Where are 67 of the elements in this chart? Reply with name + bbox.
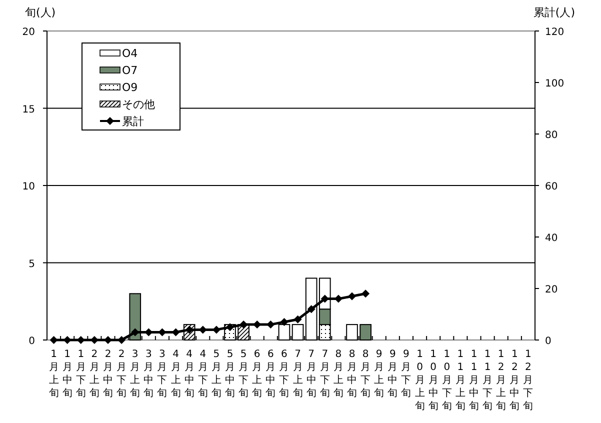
- y-tick-label: 0: [28, 336, 35, 347]
- y-tick-label: 15: [22, 104, 35, 116]
- x-tick-label: 5月中旬: [225, 349, 235, 399]
- legend-label: その他: [122, 98, 155, 111]
- x-tick-label: 6月下旬: [279, 349, 290, 399]
- point: [63, 336, 72, 344]
- y2-tick-label: 0: [545, 336, 552, 347]
- x-tick-label: 10月上旬: [414, 349, 425, 412]
- legend-label: O4: [122, 47, 138, 60]
- y-tick-label: 5: [28, 258, 35, 270]
- legend-label: O7: [122, 64, 138, 77]
- y2-tick-label: 20: [545, 284, 558, 296]
- x-tick-label: 1月中旬: [62, 349, 72, 399]
- x-tick-label: 10月下旬: [442, 349, 452, 412]
- x-tick-label: 11月上旬: [455, 349, 466, 412]
- point: [50, 336, 58, 344]
- y-tick-label: 20: [22, 27, 35, 38]
- x-tick-label: 11月下旬: [482, 349, 493, 412]
- point: [118, 336, 126, 344]
- x-tick-label: 3月中旬: [144, 349, 154, 399]
- y-axis-title: 旬(人): [25, 6, 56, 19]
- y2-tick-label: 100: [545, 78, 564, 90]
- x-tick-label: 2月中旬: [103, 349, 113, 399]
- x-tick-label: 12月中旬: [510, 349, 520, 412]
- x-tick-label: 4月下旬: [198, 349, 208, 399]
- x-tick-label: 7月中旬: [306, 349, 316, 399]
- point: [280, 318, 288, 326]
- y2-tick-label: 120: [545, 27, 564, 38]
- y-tick-label: 10: [22, 182, 35, 192]
- point: [307, 305, 316, 314]
- point: [294, 315, 302, 324]
- x-tick-label: 6月上旬: [252, 349, 262, 399]
- x-tick-label: 2月下旬: [116, 349, 127, 399]
- y2-tick-label: 40: [545, 233, 558, 244]
- x-tick-label: 9月中旬: [388, 349, 398, 399]
- legend-label: O9: [122, 81, 138, 94]
- y2-tick-label: 80: [545, 130, 558, 141]
- x-tick-label: 8月中旬: [347, 349, 357, 399]
- x-tick-label: 12月下旬: [523, 349, 534, 412]
- y2-tick-label: 60: [545, 182, 558, 192]
- x-tick-label: 1月上旬: [48, 349, 59, 399]
- point: [362, 290, 370, 298]
- point: [226, 323, 234, 332]
- x-tick-label: 2月上旬: [89, 349, 100, 399]
- x-tick-label: 5月下旬: [238, 349, 249, 399]
- point: [104, 336, 112, 344]
- x-tick-label: 4月上旬: [170, 349, 181, 399]
- x-tick-label: 3月上旬: [130, 349, 140, 399]
- x-tick-label: 10月中旬: [428, 349, 438, 412]
- y2-axis-title: 累計(人): [533, 6, 575, 19]
- x-tick-label: 3月下旬: [157, 349, 168, 399]
- x-tick-label: 11月中旬: [469, 349, 479, 412]
- point: [320, 294, 329, 303]
- point: [266, 320, 275, 329]
- x-tick-label: 9月下旬: [401, 349, 412, 399]
- x-tick-label: 4月中旬: [184, 349, 194, 399]
- legend-label: 累計: [122, 115, 144, 128]
- x-tick-label: 5月上旬: [211, 349, 222, 399]
- x-tick-label: 8月上旬: [333, 349, 344, 399]
- x-tick-label: 12月上旬: [496, 349, 506, 412]
- x-tick-label: 1月下旬: [76, 349, 86, 399]
- x-tick-label: 7月上旬: [292, 349, 303, 399]
- x-tick-label: 8月下旬: [360, 349, 371, 399]
- point: [348, 292, 356, 300]
- x-tick-label: 9月上旬: [374, 349, 384, 399]
- x-tick-label: 6月中旬: [266, 349, 276, 399]
- x-tick-label: 7月下旬: [320, 349, 330, 399]
